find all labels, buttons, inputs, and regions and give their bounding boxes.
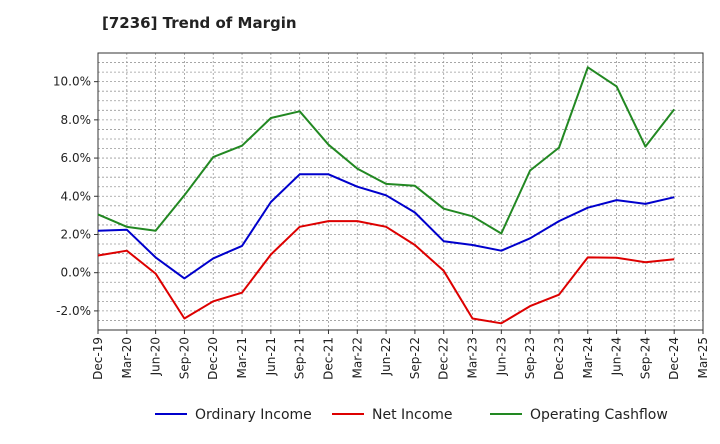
chart-title: [7236] Trend of Margin: [102, 14, 297, 32]
series-line-ordinary-income: [97, 173, 675, 280]
y-tick-label: 0.0%: [61, 266, 92, 280]
x-tick-label: Dec-20: [206, 337, 220, 380]
y-tick-label: 10.0%: [53, 75, 91, 89]
x-tick-label: Sep-23: [523, 337, 537, 379]
x-tick-label: Dec-19: [91, 337, 105, 380]
x-tick-label: Mar-24: [581, 337, 595, 378]
x-tick-label: Mar-23: [466, 337, 480, 378]
x-tick-label: Jun-20: [149, 337, 163, 376]
x-tick-label: Jun-21: [264, 337, 278, 376]
x-tick-label: Dec-24: [667, 337, 681, 380]
y-tick-label: 2.0%: [61, 227, 92, 241]
grid-layer: [97, 52, 704, 331]
legend: Ordinary Income Net Income Operating Cashf…: [155, 407, 668, 423]
x-tick-label: Sep-24: [638, 337, 652, 379]
y-tick-labels: -2.0% 0.0% 2.0% 4.0% 6.0% 8.0% 10.0%: [53, 75, 98, 318]
x-tick-label: Mar-25: [696, 337, 710, 378]
y-tick-label: 8.0%: [61, 113, 92, 127]
y-tick-label: 4.0%: [61, 189, 92, 203]
plot-frame: [97, 52, 704, 331]
legend-label: Operating Cashflow: [530, 407, 668, 423]
x-tick-label: Dec-21: [321, 337, 335, 380]
x-tick-label: Jun-24: [610, 337, 624, 376]
y-tick-label: 6.0%: [61, 151, 92, 165]
x-tick-label: Sep-20: [177, 337, 191, 379]
frame-layer: [97, 52, 704, 331]
x-tick-label: Sep-21: [293, 337, 307, 379]
legend-label: Net Income: [372, 407, 453, 423]
series-line-net-income: [97, 220, 675, 325]
x-tick-label: Mar-22: [350, 337, 364, 378]
x-tick-label: Dec-23: [552, 337, 566, 380]
x-tick-label: Jun-22: [379, 337, 393, 376]
legend-label: Ordinary Income: [195, 407, 312, 423]
x-tick-label: Sep-22: [408, 337, 422, 379]
x-tick-label: Dec-22: [437, 337, 451, 380]
series-line-operating-cashflow: [97, 66, 675, 235]
y-tick-label: -2.0%: [56, 304, 91, 318]
x-tick-labels: Dec-19 Mar-20 Jun-20 Sep-20 Dec-20 Mar-21 Jun-…: [91, 330, 710, 380]
x-tick-label: Jun-23: [494, 337, 508, 376]
x-tick-label: Mar-20: [120, 337, 134, 378]
x-tick-label: Mar-21: [235, 337, 249, 378]
series-layer: [97, 66, 675, 325]
